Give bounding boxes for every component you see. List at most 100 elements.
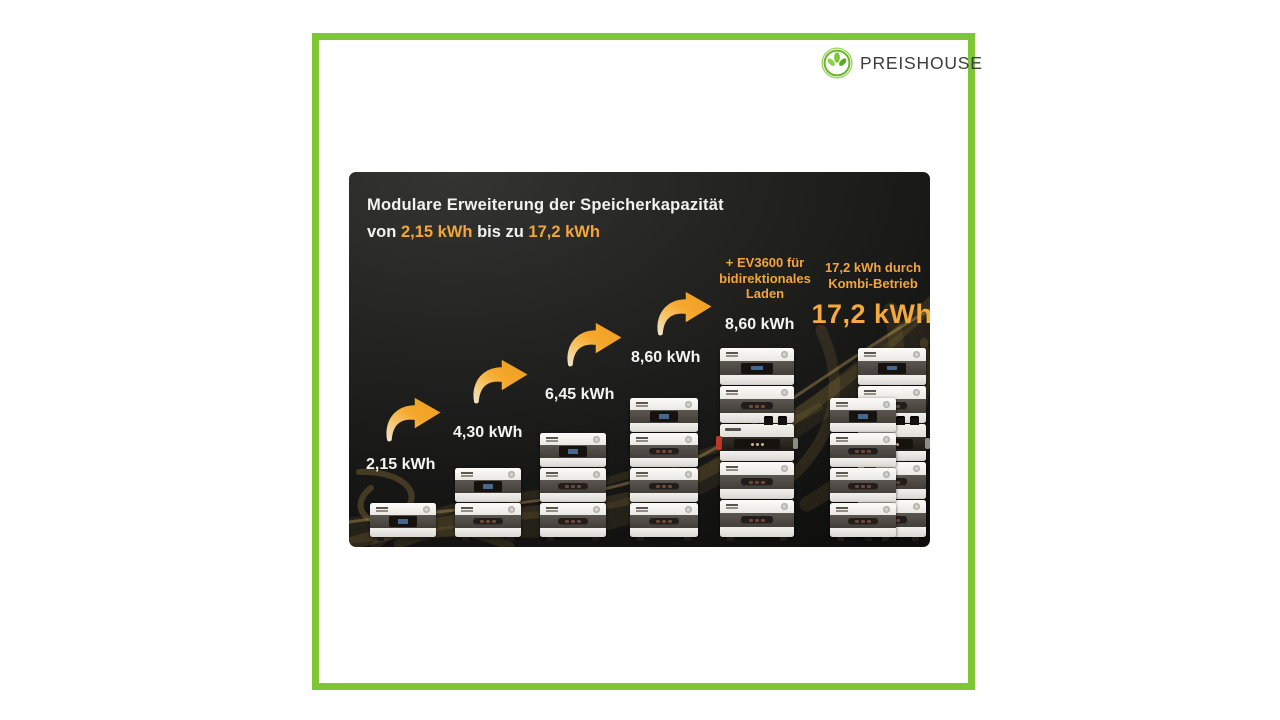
storage-module-battery (630, 468, 698, 502)
brand-mark-icon (546, 436, 558, 439)
module-top-panel (720, 462, 794, 476)
module-band (720, 437, 794, 451)
vent-icon (883, 505, 890, 513)
vent-icon (685, 400, 692, 408)
growth-arrow-icon (466, 358, 532, 404)
module-top-panel (370, 503, 436, 516)
vent-icon (913, 350, 920, 358)
handle-icon (649, 483, 679, 491)
display-screen (389, 516, 417, 527)
module-band (720, 475, 794, 489)
module-top-panel (630, 433, 698, 446)
module-bottom-panel (720, 451, 794, 461)
module-top-panel (720, 348, 794, 362)
brand-mark-icon (636, 471, 648, 474)
vent-icon (593, 470, 600, 478)
vent-icon (508, 505, 515, 513)
infographic-title: Modulare Erweiterung der Speicherkapazit… (367, 196, 724, 214)
kombi-note-line1: 17,2 kWh durch (824, 260, 922, 275)
storage-module-battery (830, 503, 896, 537)
module-band (830, 515, 896, 528)
charge-connector-icon (764, 416, 773, 425)
storage-module-display (858, 348, 926, 385)
storage-module-battery (630, 433, 698, 467)
module-band (830, 480, 896, 493)
display-screen (649, 411, 679, 422)
ev3600-module (716, 416, 798, 461)
battery-infographic: Modulare Erweiterung der Speicherkapazit… (349, 172, 930, 547)
ev3600-note-line2: bidirektionales (719, 270, 811, 286)
module-top-panel (720, 386, 794, 400)
brand-mark-icon (726, 503, 738, 506)
vent-icon (593, 505, 600, 513)
module-bottom-panel (830, 457, 896, 467)
brand-mark-icon (726, 351, 738, 354)
module-band (720, 361, 794, 375)
vent-icon (913, 502, 920, 510)
brand-mark-icon (864, 465, 876, 468)
module-top-panel (540, 503, 606, 516)
vent-icon (508, 470, 515, 478)
handle-icon (649, 448, 679, 456)
display-screen (559, 446, 587, 457)
side-grip (793, 438, 798, 449)
subtitle-min-value: 2,15 kWh (400, 223, 473, 241)
module-bottom-panel (720, 489, 794, 499)
capacity-label: 8,60 kWh (631, 349, 701, 366)
display-screen (877, 362, 907, 374)
storage-module-battery (830, 468, 896, 502)
module-bottom-panel (830, 422, 896, 432)
storage-module-battery (540, 468, 606, 502)
capacity-label: 2,15 kWh (366, 456, 436, 473)
module-band (630, 410, 698, 423)
vent-icon (883, 400, 890, 408)
stack-feet (830, 537, 896, 541)
storage-module-battery (540, 503, 606, 537)
ev3600-label-mark (725, 428, 741, 431)
ev-status-panel (734, 439, 780, 450)
brand-mark-icon (864, 389, 876, 392)
capacity-label: 6,45 kWh (545, 386, 615, 403)
module-bottom-panel (455, 527, 521, 537)
brand-mark-icon (636, 401, 648, 404)
storage-module-battery (830, 433, 896, 467)
brand-mark-icon (636, 506, 648, 509)
handle-icon (649, 518, 679, 526)
module-band (540, 515, 606, 528)
brand-logo: PREISHOUSE (820, 46, 983, 80)
vent-icon (781, 464, 788, 472)
module-top-panel (455, 503, 521, 516)
display-screen (474, 481, 502, 492)
brand-mark-icon (726, 465, 738, 468)
module-band (455, 515, 521, 528)
handle-icon (848, 518, 878, 526)
module-bottom-panel (830, 492, 896, 502)
kombi-note-line2: Kombi-Betrieb (828, 275, 918, 291)
module-bottom-panel (630, 527, 698, 537)
storage-module-display (630, 398, 698, 432)
module-top-panel (858, 386, 926, 400)
storage-module-display (455, 468, 521, 502)
module-top-panel (830, 433, 896, 446)
module-bottom-panel (630, 492, 698, 502)
leaf-logo-icon (821, 47, 853, 79)
brand-mark-icon (836, 436, 848, 439)
module-top-panel (540, 433, 606, 446)
vent-icon (685, 505, 692, 513)
module-top-panel (720, 500, 794, 514)
battery-stack-4 (630, 398, 698, 541)
brand-mark-icon (836, 506, 848, 509)
handle-icon (740, 478, 774, 486)
storage-module-battery (455, 503, 521, 537)
brand-mark-icon (546, 471, 558, 474)
stack-feet (455, 537, 521, 541)
subtitle-max-value: 17,2 kWh (528, 223, 600, 241)
handle-icon (558, 518, 588, 526)
module-bottom-panel (720, 527, 794, 537)
module-band (540, 480, 606, 493)
display-screen (741, 362, 773, 374)
ev3600-note: + EV3600 für bidirektionales Laden (701, 255, 829, 302)
brand-mark-icon (864, 351, 876, 354)
charge-connector-icon (896, 416, 905, 425)
vent-icon (883, 470, 890, 478)
